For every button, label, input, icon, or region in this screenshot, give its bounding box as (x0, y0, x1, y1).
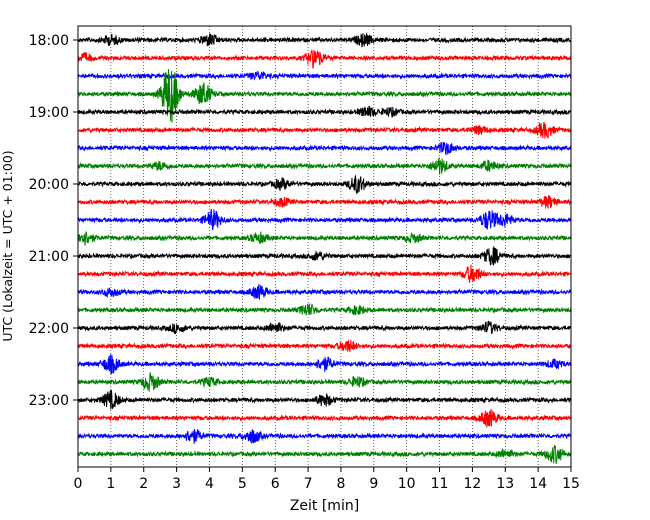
y-axis: 18:00 19:00 20:00 21:00 22:00 23:00 (29, 33, 78, 409)
trace-2330 (77, 428, 572, 444)
y-tick-label: 22:00 (29, 321, 69, 337)
x-tick-label: 1 (106, 476, 115, 492)
x-tick-label: 2 (139, 476, 148, 492)
trace-2215 (77, 339, 572, 353)
trace-2300 (77, 390, 572, 410)
plot-background (78, 26, 571, 467)
y-tick-label: 23:00 (29, 393, 69, 409)
x-tick-label: 11 (431, 476, 449, 492)
x-tick-label: 5 (238, 476, 247, 492)
trace-2345 (77, 445, 572, 464)
trace-2045 (77, 230, 572, 246)
trace-1830 (77, 71, 572, 81)
x-tick-label: 13 (496, 476, 514, 492)
x-tick-label: 6 (271, 476, 280, 492)
x-tick-label: 7 (304, 476, 313, 492)
trace-2030 (77, 209, 572, 231)
trace-2230 (77, 354, 572, 375)
trace-2000 (77, 174, 572, 194)
x-tick-label: 9 (369, 476, 378, 492)
x-tick-label: 4 (205, 476, 214, 492)
x-axis: 0 1 2 3 4 5 6 7 8 9 10 11 12 13 14 15 (74, 467, 580, 492)
x-axis-label: Zeit [min] (290, 498, 359, 514)
trace-2015 (77, 195, 572, 210)
trace-1900 (77, 105, 572, 118)
trace-1800 (77, 31, 572, 48)
y-axis-label: UTC (Lokalzeit = UTC + 01:00) (0, 150, 15, 341)
x-tick-label: 3 (172, 476, 181, 492)
trace-2100 (77, 246, 572, 266)
x-tick-label: 12 (463, 476, 481, 492)
y-tick-label: 18:00 (29, 33, 69, 49)
trace-1930 (77, 141, 572, 156)
x-tick-label: 8 (336, 476, 345, 492)
plot-frame (77, 25, 572, 468)
x-tick-label: 15 (562, 476, 580, 492)
trace-2315 (77, 408, 572, 428)
x-tick-label: 14 (529, 476, 547, 492)
trace-1915 (77, 121, 572, 139)
x-tick-label: 0 (74, 476, 83, 492)
trace-2130 (77, 283, 572, 300)
x-tick-label: 10 (398, 476, 416, 492)
trace-2145 (77, 303, 572, 316)
y-tick-label: 21:00 (29, 249, 69, 265)
trace-2200 (77, 320, 572, 335)
trace-1845 (77, 69, 572, 123)
trace-2115 (77, 264, 572, 283)
y-tick-label: 20:00 (29, 177, 69, 193)
trace-2245 (77, 372, 572, 392)
y-tick-label: 19:00 (29, 105, 69, 121)
trace-1945 (77, 156, 572, 175)
traces (77, 31, 572, 464)
trace-1815 (77, 49, 572, 69)
